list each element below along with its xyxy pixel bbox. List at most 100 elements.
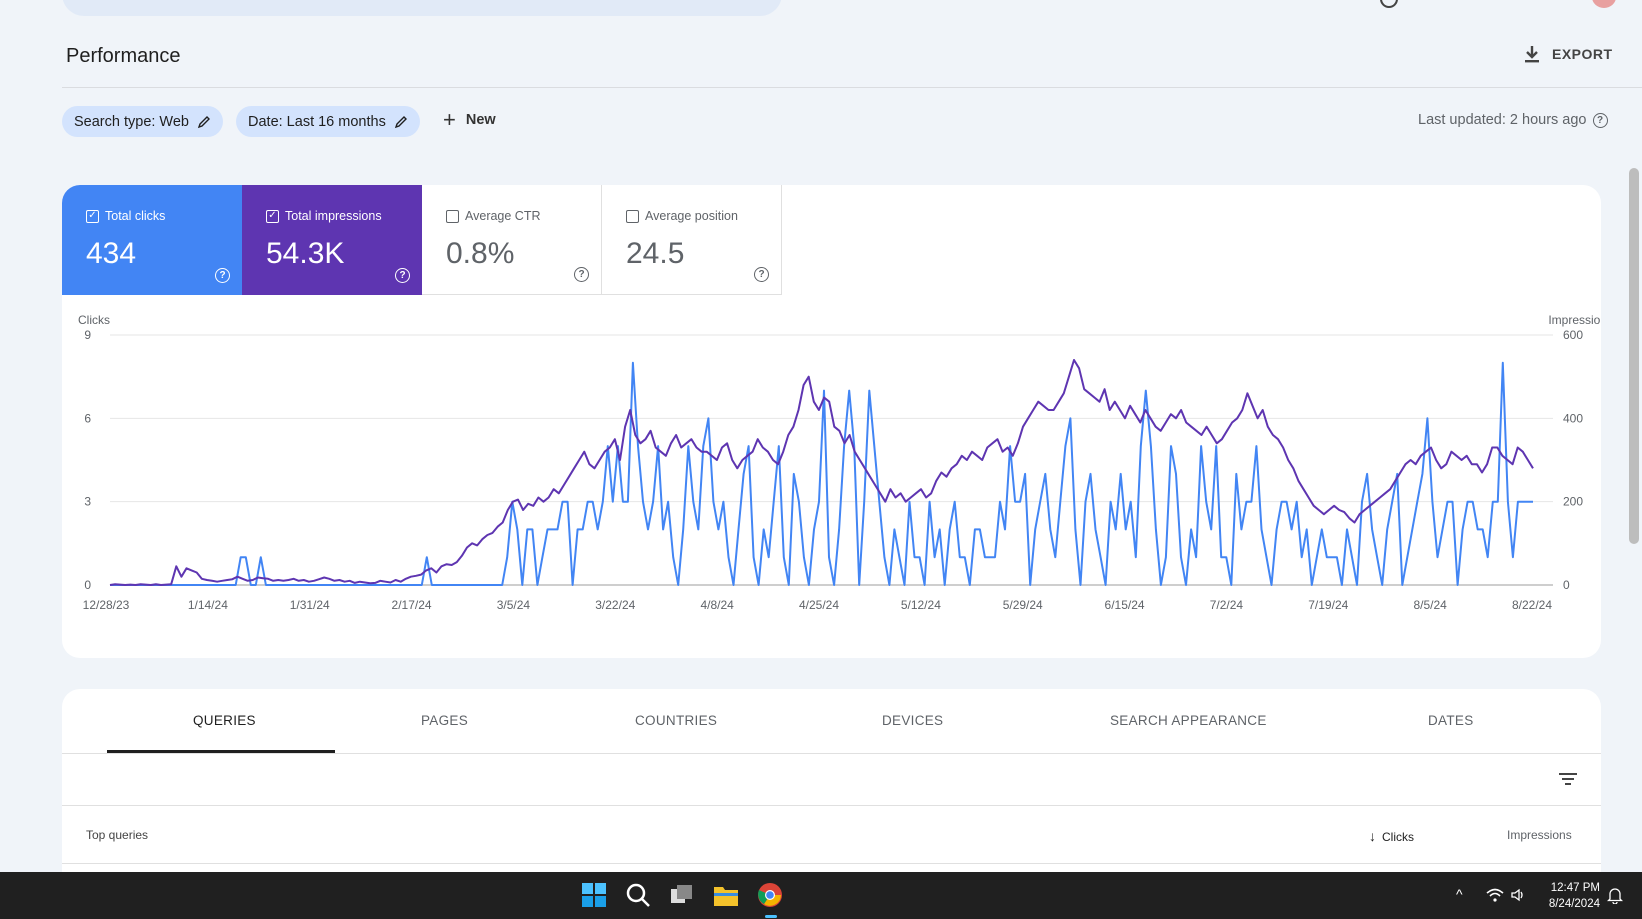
tab-queries[interactable]: QUERIES (193, 713, 256, 728)
help-icon[interactable]: ? (574, 267, 589, 282)
x-tick: 7/2/24 (1210, 598, 1244, 612)
tab-bar: QUERIES PAGES COUNTRIES DEVICES SEARCH A… (62, 689, 1601, 754)
metric-value: 24.5 (626, 237, 685, 270)
x-tick: 1/31/24 (290, 598, 330, 612)
arrow-down-icon: ↓ (1369, 828, 1376, 844)
notification-bell-icon[interactable] (1607, 887, 1623, 904)
performance-chart[interactable]: Clicks Impressions 9 600 6 400 3 200 0 0 12/28/23 1… (62, 310, 1601, 640)
edit-icon (394, 115, 407, 128)
metric-average-ctr[interactable]: Average CTR 0.8% ? (422, 185, 602, 295)
checkbox-checked-icon[interactable]: ✓ (86, 209, 99, 223)
chart-svg: Clicks Impressions 9 600 6 400 3 200 0 0 12/28/23 1… (78, 313, 1601, 612)
new-filter-button[interactable]: + New (443, 109, 496, 131)
x-tick: 1/14/24 (188, 598, 228, 612)
help-icon[interactable]: ? (395, 268, 410, 283)
file-explorer-icon[interactable] (713, 882, 739, 908)
speaker-icon[interactable] (1510, 887, 1526, 903)
search-icon[interactable] (625, 882, 651, 908)
active-tab-indicator (107, 750, 335, 753)
x-tick: 2/17/24 (392, 598, 432, 612)
metric-average-position[interactable]: Average position 24.5 ? (602, 185, 782, 295)
series-line-impressions (109, 359, 1534, 586)
chrome-icon[interactable] (757, 882, 783, 908)
x-tick: 5/12/24 (901, 598, 941, 612)
series-line-clicks (110, 361, 1533, 586)
tab-search-appearance[interactable]: SEARCH APPEARANCE (1110, 713, 1267, 728)
windows-start-icon[interactable] (581, 882, 607, 908)
export-button[interactable]: EXPORT (1522, 44, 1613, 64)
y-tick-right: 200 (1563, 495, 1583, 509)
clock-date: 8/24/2024 (1548, 898, 1600, 910)
scrollbar-thumb[interactable] (1629, 168, 1639, 544)
column-header-clicks[interactable]: ↓ Clicks (1369, 828, 1414, 844)
header-divider (62, 87, 1642, 88)
taskbar: ^ 12:47 PM 8/24/2024 (0, 872, 1642, 919)
y-tick-right: 0 (1563, 578, 1570, 592)
tab-devices[interactable]: DEVICES (882, 713, 944, 728)
x-tick: 4/8/24 (700, 598, 734, 612)
x-tick: 3/22/24 (595, 598, 635, 612)
checkbox-checked-icon[interactable]: ✓ (266, 209, 279, 223)
y-tick-left: 6 (84, 411, 91, 425)
help-icon[interactable] (1380, 0, 1398, 8)
checkbox-icon[interactable] (446, 209, 459, 223)
page-title: Performance (66, 45, 181, 67)
table-header-row: Top queries ↓ Clicks Impressions (62, 806, 1601, 864)
x-tick: 8/5/24 (1413, 598, 1447, 612)
metric-label: Average position (645, 209, 738, 223)
filter-icon[interactable] (1558, 770, 1578, 788)
y-tick-right: 400 (1563, 411, 1583, 425)
download-icon (1525, 46, 1539, 63)
x-tick: 5/29/24 (1003, 598, 1043, 612)
x-tick: 4/25/24 (799, 598, 839, 612)
help-icon[interactable]: ? (754, 267, 769, 282)
search-type-label: Search type: Web (74, 113, 189, 130)
plus-icon: + (443, 107, 456, 132)
date-chip[interactable]: Date: Last 16 months (236, 106, 420, 137)
column-header-clicks-label: Clicks (1382, 830, 1414, 844)
y-tick-right: 600 (1563, 328, 1583, 342)
y-tick-left: 0 (84, 578, 91, 592)
chevron-up-icon[interactable]: ^ (1456, 886, 1463, 902)
task-view-icon[interactable] (669, 882, 695, 908)
filter-row (62, 754, 1601, 806)
x-tick: 12/28/23 (83, 598, 130, 612)
search-type-chip[interactable]: Search type: Web (62, 106, 223, 137)
tab-countries[interactable]: COUNTRIES (635, 713, 718, 728)
checkbox-icon[interactable] (626, 209, 639, 223)
export-label: EXPORT (1552, 46, 1613, 62)
date-label: Date: Last 16 months (248, 113, 386, 130)
x-tick: 6/15/24 (1105, 598, 1145, 612)
search-bar[interactable] (62, 0, 782, 16)
active-app-indicator (765, 915, 777, 918)
x-tick: 3/5/24 (497, 598, 531, 612)
wifi-icon[interactable] (1486, 888, 1504, 902)
column-header-impressions[interactable]: Impressions (1507, 828, 1572, 842)
metric-total-impressions[interactable]: ✓ Total impressions 54.3K ? (242, 185, 422, 295)
y-tick-left: 3 (84, 495, 91, 509)
metric-value: 0.8% (446, 237, 515, 270)
avatar[interactable] (1592, 0, 1616, 8)
tab-dates[interactable]: DATES (1428, 713, 1474, 728)
performance-card: ✓ Total clicks 434 ? ✓ Total impressions 5… (62, 185, 1601, 658)
new-label: New (465, 112, 496, 128)
metric-value: 434 (86, 237, 137, 270)
metric-label: Average CTR (465, 209, 541, 223)
help-icon[interactable]: ? (1592, 112, 1608, 128)
last-updated-label: Last updated: 2 hours ago (1418, 112, 1587, 128)
y-tick-left: 9 (84, 328, 91, 342)
y-axis-label-right: Impressions (1548, 313, 1601, 327)
metric-total-clicks[interactable]: ✓ Total clicks 434 ? (62, 185, 242, 295)
help-icon[interactable]: ? (215, 268, 230, 283)
metric-label: Total impressions (285, 209, 382, 223)
x-tick: 8/22/24 (1512, 598, 1552, 612)
x-tick: 7/19/24 (1308, 598, 1348, 612)
edit-icon (197, 115, 210, 128)
clock[interactable]: 12:47 PM 8/24/2024 (1546, 880, 1600, 912)
metric-label: Total clicks (105, 209, 166, 223)
clock-time: 12:47 PM (1550, 882, 1600, 894)
last-updated: Last updated: 2 hours ago ? (1418, 112, 1608, 128)
y-axis-label-left: Clicks (78, 313, 110, 327)
tab-pages[interactable]: PAGES (421, 713, 469, 728)
column-header-query[interactable]: Top queries (86, 828, 149, 842)
